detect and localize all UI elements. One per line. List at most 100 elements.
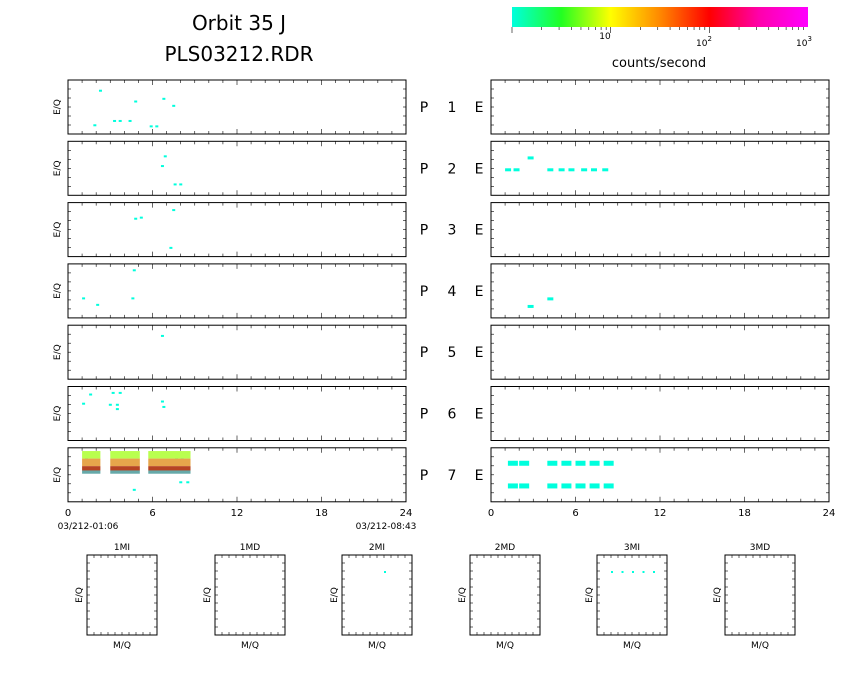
data-point <box>173 183 177 186</box>
mass-panel-frame <box>214 554 286 636</box>
right-panel-2 <box>490 140 830 196</box>
plot-label-num: 2 <box>448 161 457 177</box>
data-point <box>589 460 600 466</box>
plot-label-num: 6 <box>448 407 457 423</box>
left-panel-4 <box>67 263 407 319</box>
plot-label-p: P <box>420 161 428 177</box>
data-point <box>611 571 613 573</box>
data-point <box>155 125 159 128</box>
data-point <box>621 571 624 573</box>
band-cell <box>148 458 191 467</box>
data-point <box>179 481 183 484</box>
mass-panel-xlabel: M/Q <box>241 641 259 651</box>
mass-panel-title: 1MD <box>240 543 260 553</box>
time-tick-label: 18 <box>315 508 328 519</box>
left-panel-3 <box>67 202 407 258</box>
time-tick-label: 12 <box>231 508 244 519</box>
data-point <box>186 481 190 484</box>
mass-panel-2md: 2MD M/Q E/Q <box>458 543 541 651</box>
panel-row-7: E/Q P 7 E <box>53 447 830 503</box>
panel-row-6: E/Q P 6 E <box>53 386 830 441</box>
data-point <box>160 400 164 403</box>
panel-row-5: E/Q P 5 E <box>53 324 830 380</box>
plot-label-num: 7 <box>448 468 457 484</box>
left-panel-5 <box>67 324 407 380</box>
data-point <box>118 391 122 394</box>
data-point <box>89 393 93 396</box>
plot-label-e: E <box>475 345 484 361</box>
plot-title: Orbit 35 J <box>192 11 286 35</box>
data-point <box>561 483 572 489</box>
panel-row-1: E/Q P 1 E <box>53 79 830 135</box>
plot-label-e: E <box>475 468 484 484</box>
data-point <box>568 168 575 172</box>
data-point <box>108 403 112 406</box>
plot-label-e: E <box>475 284 484 300</box>
colorbar-gradient <box>512 7 808 27</box>
data-point <box>547 168 554 172</box>
mass-panel-xlabel: M/Q <box>623 641 641 651</box>
colorbar-tick-10: 10 <box>599 32 611 42</box>
mass-panel-frame <box>724 554 796 636</box>
data-point <box>134 100 138 103</box>
mass-panel-frame <box>596 554 668 636</box>
time-start-label: 03/212-01:06 <box>58 522 119 532</box>
data-point <box>82 402 86 405</box>
data-point <box>575 460 586 466</box>
plot-label-p: P <box>420 100 428 116</box>
panel-ylabel: E/Q <box>53 406 63 422</box>
panel-ylabel: E/Q <box>53 283 63 299</box>
data-point <box>115 403 119 406</box>
data-point <box>115 408 119 411</box>
plot-label-e: E <box>475 100 484 116</box>
mass-panel-title: 3MD <box>750 543 770 553</box>
right-panel-7 <box>490 447 830 503</box>
band-cell <box>110 466 140 471</box>
data-point <box>134 217 138 220</box>
data-point <box>589 483 600 489</box>
time-tick-label: 12 <box>654 508 667 519</box>
time-tick-label: 0 <box>488 508 494 519</box>
panel-row-2: E/Q P 2 E <box>53 140 830 196</box>
panel-ylabel: E/Q <box>53 222 63 238</box>
mass-panel-ylabel: E/Q <box>585 587 595 603</box>
band-cell <box>110 451 140 459</box>
mass-panel-frame <box>86 554 158 636</box>
colorbar-tick-100: 102 <box>696 35 712 49</box>
data-point <box>505 168 512 172</box>
colorbar-tick-1000: 103 <box>796 35 812 49</box>
plot-label-num: 4 <box>448 284 457 300</box>
file-name: PLS03212.RDR <box>164 42 313 66</box>
band-cell <box>110 458 140 467</box>
right-panel-1 <box>490 79 830 135</box>
data-point <box>384 571 386 573</box>
panel-row-4: E/Q P 4 E <box>53 263 830 319</box>
plot-label-num: 5 <box>448 345 457 361</box>
mass-panel-xlabel: M/Q <box>113 641 131 651</box>
panel-ylabel: E/Q <box>53 467 63 483</box>
data-point <box>111 391 115 394</box>
mass-panel-ylabel: E/Q <box>458 587 468 603</box>
data-point <box>519 460 530 466</box>
data-point <box>547 297 554 301</box>
data-point <box>547 483 558 489</box>
time-tick-label: 0 <box>65 508 71 519</box>
panel-ylabel: E/Q <box>53 160 63 176</box>
plot-label-p: P <box>420 468 428 484</box>
data-point <box>603 460 614 466</box>
plot-label-num: 3 <box>448 223 457 239</box>
data-point <box>547 460 558 466</box>
left-panel-1 <box>67 79 407 135</box>
data-point <box>513 168 520 172</box>
data-point <box>602 168 609 172</box>
plot-label-p: P <box>420 407 428 423</box>
panel-ylabel: E/Q <box>53 99 63 115</box>
time-tick-label: 24 <box>823 508 836 519</box>
time-tick-label: 24 <box>400 508 413 519</box>
data-point <box>179 183 183 186</box>
time-tick-label: 18 <box>738 508 751 519</box>
colorbar-label: counts/second <box>612 56 706 71</box>
mass-panel-title: 2MD <box>495 543 515 553</box>
left-panel-6 <box>67 386 407 441</box>
